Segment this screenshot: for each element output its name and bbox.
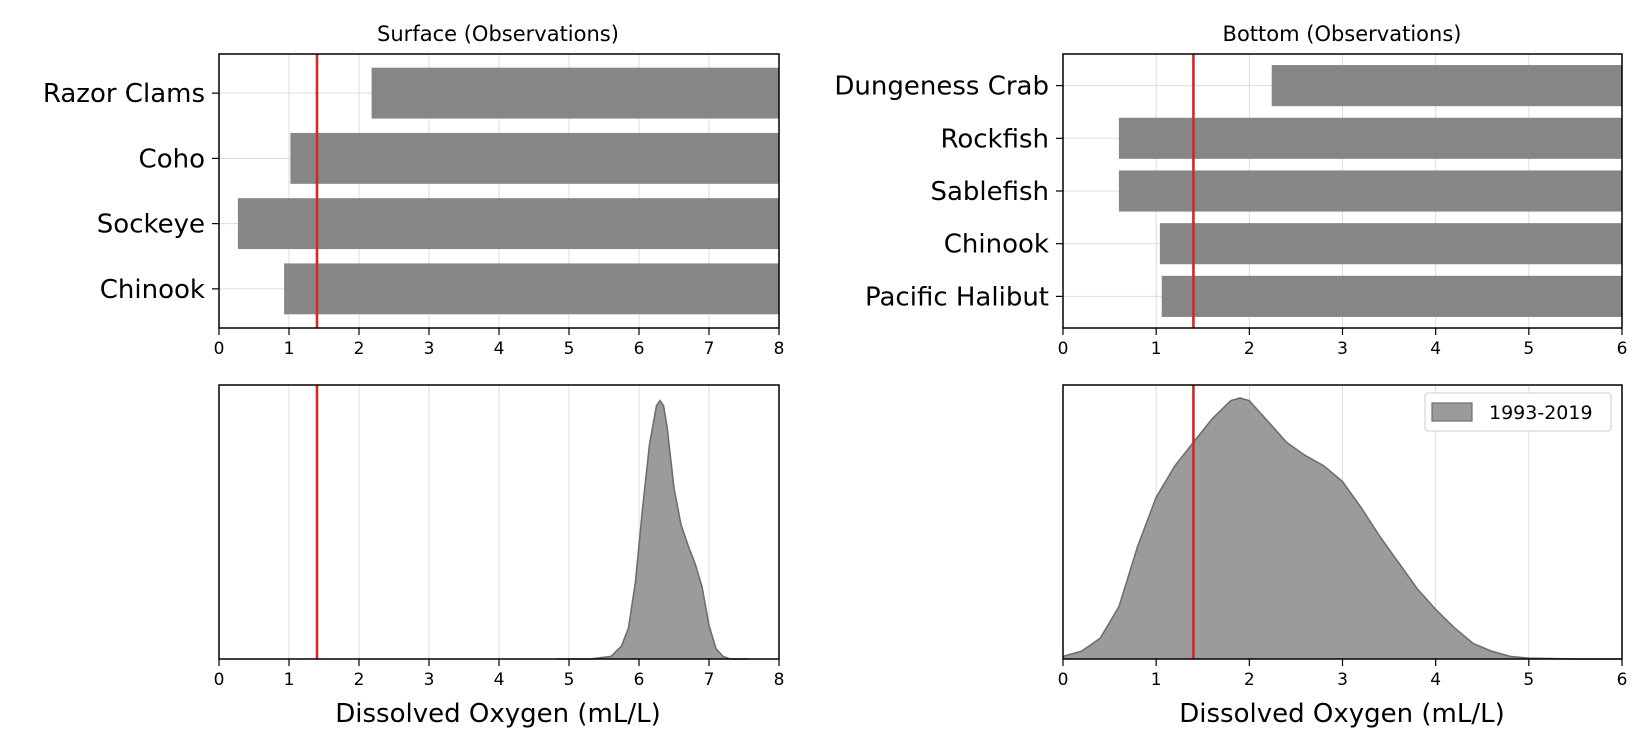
- bottom-bar-category-label: Sablefish: [930, 177, 1049, 207]
- surface-density-chart: 0 1 2 3 4 5 6 7 8 Dissolved Oxygen (mL/L): [214, 384, 785, 729]
- bottom-bar-xtick-label: 1: [1151, 339, 1162, 359]
- surface-bar-bar: [237, 198, 779, 250]
- surface-bar-xtick-label: 3: [424, 339, 435, 359]
- surface-bar-xtick-label: 1: [284, 339, 295, 359]
- bottom-bar-category-label: Rockfish: [940, 124, 1049, 154]
- bottom-bar-bar: [1159, 223, 1622, 265]
- bottom-bar-bar: [1271, 65, 1622, 107]
- surface-bar-category-label: Coho: [139, 144, 205, 174]
- surface-bar-category-label: Sockeye: [97, 210, 205, 240]
- surface-density-xtick-label: 1: [284, 670, 295, 690]
- bottom-density-xtick-label: 0: [1058, 670, 1069, 690]
- bottom-x-axis-label: Dissolved Oxygen (mL/L): [1179, 699, 1504, 729]
- legend: 1993-2019: [1424, 392, 1612, 432]
- bottom-bar-xtick-label: 4: [1430, 339, 1441, 359]
- surface-bar-xtick-label: 2: [354, 339, 365, 359]
- bottom-bar-bar: [1118, 170, 1622, 212]
- bottom-bar-xtick-label: 0: [1058, 339, 1069, 359]
- surface-bar-xtick-label: 8: [774, 339, 785, 359]
- surface-bar-bar: [290, 132, 779, 184]
- legend-label: 1993-2019: [1489, 402, 1593, 424]
- surface-density-xtick-label: 4: [494, 670, 505, 690]
- surface-density-xtick-label: 2: [354, 670, 365, 690]
- surface-bar-xtick-label: 0: [214, 339, 225, 359]
- bottom-bar-xtick-label: 3: [1337, 339, 1348, 359]
- surface-bar-chart: Surface (Observations) 0 1 2 3 4 5 6 7 8 Razor C…: [43, 22, 785, 359]
- bottom-density-xtick-label: 2: [1244, 670, 1255, 690]
- bottom-bar-bar: [1161, 275, 1622, 317]
- surface-density-curve: [557, 399, 750, 660]
- surface-density-area: [557, 400, 750, 659]
- bottom-density-chart: 0 1 2 3 4 5 6 Dissolved Oxygen (mL/L) 1993-201…: [1058, 384, 1628, 729]
- bottom-density-xtick-label: 3: [1337, 670, 1348, 690]
- bottom-bar-category-label: Pacific Halibut: [865, 282, 1049, 312]
- bottom-density-area: [1063, 398, 1622, 659]
- bottom-density-xtick-label: 4: [1430, 670, 1441, 690]
- legend-swatch: [1431, 402, 1473, 422]
- bottom-density-curve: [1062, 397, 1622, 660]
- surface-bar-xtick-label: 7: [704, 339, 715, 359]
- surface-bar-xtick-label: 4: [494, 339, 505, 359]
- bottom-density-xtick-label: 5: [1523, 670, 1534, 690]
- surface-density-xtick-label: 0: [214, 670, 225, 690]
- bottom-bar-category-label: Chinook: [944, 230, 1049, 260]
- surface-bar-xtick-label: 6: [634, 339, 645, 359]
- surface-density-xtick-label: 3: [424, 670, 435, 690]
- bottom-bar-xtick-label: 6: [1617, 339, 1628, 359]
- bottom-bar-xtick-label: 5: [1523, 339, 1534, 359]
- surface-bar-xtick-label: 5: [564, 339, 575, 359]
- bottom-bar-xtick-label: 2: [1244, 339, 1255, 359]
- surface-bar-category-label: Chinook: [100, 275, 205, 305]
- bottom-bar-title: Bottom (Observations): [1223, 22, 1462, 46]
- bottom-bar-category-label: Dungeness Crab: [834, 72, 1049, 102]
- surface-density-xtick-label: 8: [774, 670, 785, 690]
- bottom-density-xtick-label: 6: [1617, 670, 1628, 690]
- surface-x-axis-label: Dissolved Oxygen (mL/L): [335, 699, 660, 729]
- surface-bar-bar: [284, 263, 779, 315]
- surface-bar-bar: [371, 67, 779, 119]
- bottom-bar-chart: Bottom (Observations) 0 1 2 3 4 5 6 Dungeness …: [834, 22, 1627, 359]
- bottom-density-xtick-label: 1: [1151, 670, 1162, 690]
- surface-bar-title: Surface (Observations): [377, 22, 619, 46]
- surface-density-xtick-label: 7: [704, 670, 715, 690]
- bottom-bar-bar: [1118, 117, 1622, 159]
- surface-bar-category-label: Razor Clams: [43, 79, 205, 109]
- surface-density-xtick-label: 5: [564, 670, 575, 690]
- surface-density-xtick-label: 6: [634, 670, 645, 690]
